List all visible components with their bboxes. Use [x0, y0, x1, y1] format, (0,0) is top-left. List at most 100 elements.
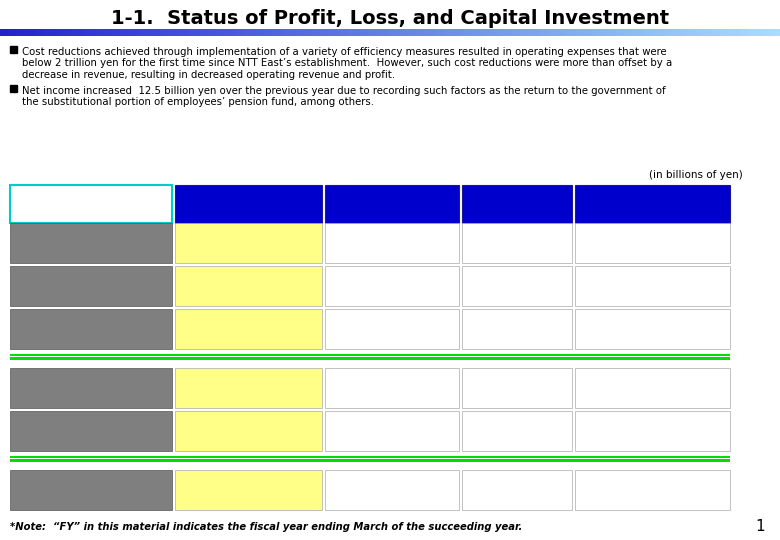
Bar: [130, 29, 133, 36]
Bar: [255, 29, 258, 36]
Bar: [187, 29, 190, 36]
Bar: [343, 29, 346, 36]
Bar: [583, 29, 586, 36]
Bar: [263, 29, 266, 36]
Bar: [291, 29, 294, 36]
Bar: [10, 470, 172, 510]
Bar: [377, 29, 380, 36]
Bar: [164, 29, 167, 36]
Bar: [49, 29, 52, 36]
Text: 90.3: 90.3: [425, 381, 453, 395]
Bar: [328, 29, 331, 36]
Bar: [468, 29, 471, 36]
Text: Operating Income: Operating Income: [28, 322, 154, 335]
Bar: [462, 185, 572, 223]
Bar: [419, 29, 422, 36]
Bar: [575, 266, 730, 306]
Bar: [161, 29, 165, 36]
Bar: [232, 29, 235, 36]
Bar: [2, 29, 5, 36]
Bar: [509, 29, 512, 36]
Bar: [450, 29, 453, 36]
Bar: [679, 29, 682, 36]
Text: Classification: Classification: [41, 198, 141, 211]
Bar: [127, 29, 130, 36]
Text: 59.9: 59.9: [425, 322, 453, 335]
Bar: [91, 29, 94, 36]
Bar: [762, 29, 765, 36]
Bar: [179, 29, 183, 36]
Bar: [536, 29, 539, 36]
Bar: [462, 223, 572, 263]
Text: 435.9: 435.9: [417, 483, 453, 496]
Bar: [29, 29, 32, 36]
Bar: [125, 29, 128, 36]
Bar: [10, 29, 13, 36]
Bar: [10, 357, 730, 360]
Bar: [138, 29, 141, 36]
Bar: [65, 29, 68, 36]
Bar: [413, 29, 417, 36]
Bar: [260, 29, 263, 36]
Bar: [388, 29, 391, 36]
Bar: [481, 29, 484, 36]
Bar: [325, 411, 459, 451]
Bar: [676, 29, 679, 36]
Bar: [146, 29, 149, 36]
Bar: [520, 29, 523, 36]
Bar: [26, 29, 29, 36]
Bar: [577, 29, 580, 36]
Bar: [392, 29, 395, 36]
Bar: [88, 29, 91, 36]
Bar: [603, 29, 606, 36]
Bar: [247, 29, 250, 36]
Bar: [462, 470, 572, 510]
Bar: [76, 29, 79, 36]
Bar: [697, 29, 700, 36]
Bar: [715, 29, 718, 36]
Text: the substitutional portion of employees’ pension fund, among others.: the substitutional portion of employees’…: [22, 97, 374, 107]
Text: 84.3: 84.3: [425, 424, 453, 437]
Bar: [151, 29, 154, 36]
Bar: [283, 29, 286, 36]
Bar: [37, 29, 40, 36]
Bar: [60, 29, 63, 36]
Bar: [96, 29, 99, 36]
Text: (58.6): (58.6): [528, 237, 566, 249]
Bar: [462, 309, 572, 349]
Bar: [720, 29, 723, 36]
Bar: [575, 368, 730, 408]
Text: 96.8: 96.8: [289, 424, 316, 437]
Bar: [190, 29, 193, 36]
Bar: [213, 29, 216, 36]
Bar: [460, 29, 463, 36]
Bar: [470, 29, 473, 36]
Bar: [5, 29, 9, 36]
Bar: [778, 29, 780, 36]
Bar: [115, 29, 118, 36]
Bar: [314, 29, 317, 36]
Bar: [622, 29, 625, 36]
Bar: [593, 29, 596, 36]
Bar: [10, 185, 172, 223]
Bar: [367, 29, 370, 36]
Bar: [486, 29, 489, 36]
Bar: [16, 29, 19, 36]
Text: Cost reductions achieved through implementation of a variety of efficiency measu: Cost reductions achieved through impleme…: [22, 47, 667, 57]
Bar: [333, 29, 336, 36]
Bar: [271, 29, 274, 36]
Bar: [221, 29, 224, 36]
Bar: [122, 29, 126, 36]
Bar: [489, 29, 492, 36]
Bar: [590, 29, 594, 36]
Bar: [224, 29, 227, 36]
Bar: [117, 29, 120, 36]
Bar: [205, 29, 208, 36]
Bar: [564, 29, 567, 36]
Bar: [382, 29, 385, 36]
Bar: [458, 29, 461, 36]
Bar: [320, 29, 323, 36]
Bar: [538, 29, 541, 36]
Bar: [619, 29, 622, 36]
Bar: [764, 29, 768, 36]
